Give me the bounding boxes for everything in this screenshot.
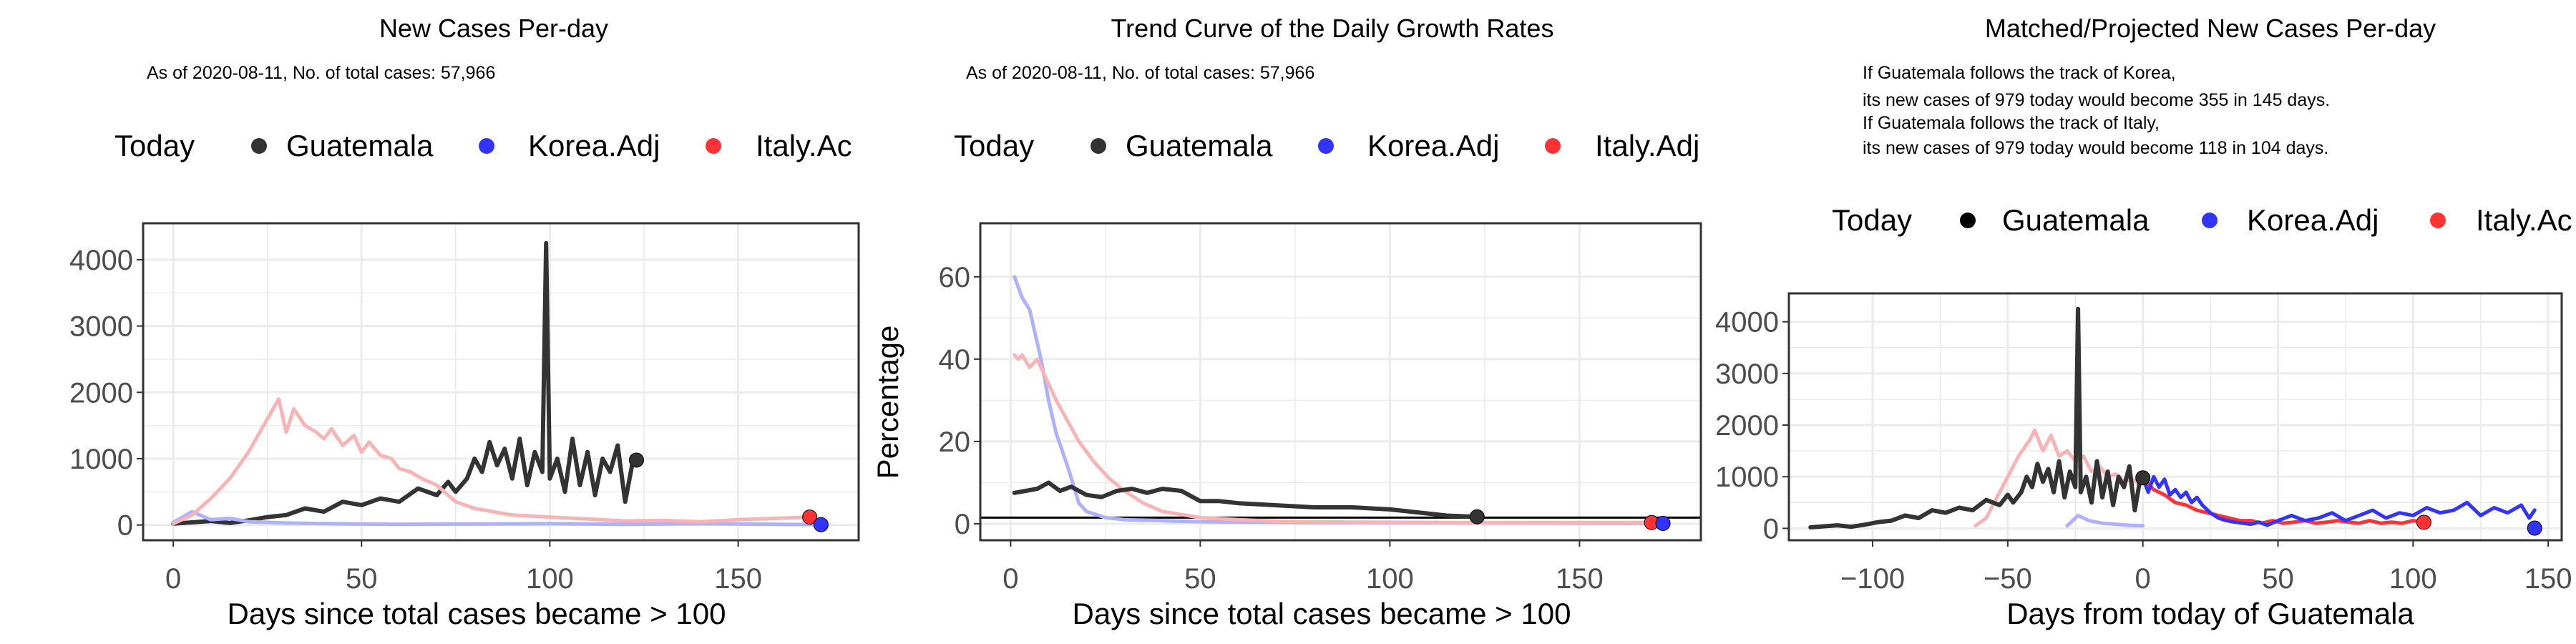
- x-axis-title: Days since total cases became > 100: [228, 597, 726, 630]
- y-tick-label: 4000: [1715, 307, 1779, 338]
- legend-label-guatemala: Guatemala: [286, 129, 434, 162]
- projected-cases-chart: Matched/Projected New Cases Per-day If G…: [1715, 14, 2572, 630]
- y-tick-label: 1000: [1715, 462, 1779, 493]
- x-axis-title: Days since total cases became > 100: [1073, 597, 1571, 630]
- legend-title: Today: [114, 129, 195, 162]
- growth-rate-chart: Trend Curve of the Daily Growth Rates As…: [871, 14, 1702, 630]
- end-point-korea-adj: [1655, 515, 1671, 531]
- legend-key-guatemala: [1960, 213, 1976, 228]
- x-tick-label: 50: [1184, 563, 1216, 595]
- legend-label-italy: Italy.Ac: [756, 129, 852, 162]
- plot-border: [1787, 292, 2563, 542]
- legend: Today Guatemala Korea.Adj Italy.Adj: [954, 129, 1699, 162]
- y-tick-label: 0: [1763, 513, 1779, 545]
- annotation-line: its new cases of 979 today would become …: [1863, 90, 2330, 110]
- y-tick-label: 3000: [1715, 358, 1779, 390]
- end-point-italy-adj: [802, 509, 818, 525]
- legend-label-korea: Korea.Adj: [2247, 203, 2379, 237]
- x-axis-title: Days from today of Guatemala: [2006, 597, 2414, 630]
- plot-background: [1789, 293, 2562, 540]
- series-line-guatemala: [171, 240, 639, 526]
- y-axis-title: Percentage: [871, 326, 904, 479]
- end-point-guatemala: [1469, 509, 1485, 525]
- series-line-korea-adj-projected: [2141, 474, 2537, 527]
- y-tick-label: 1000: [69, 444, 133, 475]
- legend-label-italy: Italy.Adj: [1595, 129, 1699, 162]
- plot-area: [1789, 293, 2562, 540]
- plot-background: [980, 223, 1701, 540]
- new-cases-chart: New Cases Per-day As of 2020-08-11, No. …: [69, 14, 860, 630]
- legend: Today Guatemala Korea.Adj Italy.Ac: [1832, 203, 2572, 237]
- x-tick-label: 50: [2262, 563, 2294, 595]
- annotation-line: If Guatemala follows the track of Italy,: [1863, 113, 2160, 133]
- legend-label-korea: Korea.Adj: [1367, 129, 1499, 162]
- y-tick-label: 60: [939, 262, 971, 293]
- y-tick-label: 40: [939, 344, 971, 376]
- legend-label-korea: Korea.Adj: [528, 129, 660, 162]
- chart-title: Matched/Projected New Cases Per-day: [1985, 14, 2436, 43]
- plot-area: [980, 223, 1701, 540]
- legend-key-korea: [479, 138, 494, 154]
- legend-key-guatemala: [251, 138, 267, 154]
- end-point-guatemala: [628, 452, 644, 468]
- legend-key-guatemala: [1091, 138, 1106, 154]
- x-tick-label: 150: [1556, 563, 1604, 595]
- legend-key-italy: [706, 138, 721, 154]
- chart-subtitle: As of 2020-08-11, No. of total cases: 57…: [147, 63, 495, 83]
- legend: Today Guatemala Korea.Adj Italy.Ac: [114, 129, 852, 162]
- chart-title: Trend Curve of the Daily Growth Rates: [1111, 14, 1554, 43]
- chart-title: New Cases Per-day: [379, 14, 608, 43]
- x-tick-label: 0: [1002, 563, 1018, 595]
- x-tick-label: 0: [2135, 563, 2151, 595]
- x-tick-label: −100: [1840, 563, 1905, 595]
- x-tick-label: 0: [165, 563, 181, 595]
- legend-label-guatemala: Guatemala: [1126, 129, 1273, 162]
- legend-title: Today: [1832, 203, 1912, 237]
- series-line-korea-adj: [171, 509, 823, 527]
- legend-key-italy: [2430, 213, 2446, 228]
- y-tick-label: 3000: [69, 311, 133, 343]
- x-tick-label: 100: [1366, 563, 1414, 595]
- x-tick-label: 150: [2524, 563, 2572, 595]
- y-tick-label: 0: [955, 509, 970, 540]
- x-tick-label: 50: [346, 563, 378, 595]
- end-point-korea-adj: [2527, 520, 2542, 536]
- annotation-line: its new cases of 979 today would become …: [1863, 138, 2328, 158]
- legend-label-italy: Italy.Ac: [2476, 203, 2572, 237]
- series-line-italy-adj: [1013, 353, 1654, 525]
- y-tick-label: 4000: [69, 245, 133, 276]
- annotation-text: If Guatemala follows the track of Korea,…: [1863, 63, 2330, 158]
- y-tick-label: 2000: [69, 377, 133, 409]
- plot-background: [143, 223, 859, 540]
- x-tick-label: −50: [1984, 563, 2032, 595]
- end-point-korea-adj: [813, 517, 829, 532]
- x-tick-label: 100: [2389, 563, 2437, 595]
- plot-border: [142, 222, 860, 542]
- end-point-italy-adj: [2416, 514, 2431, 530]
- legend-title: Today: [954, 129, 1034, 162]
- series-line-korea-adj-history: [2065, 513, 2145, 528]
- plot-area: [143, 223, 859, 540]
- plot-border: [979, 222, 1702, 542]
- chart-subtitle: As of 2020-08-11, No. of total cases: 57…: [966, 63, 1314, 83]
- legend-key-italy: [1545, 138, 1561, 154]
- x-tick-label: 150: [714, 563, 762, 595]
- legend-label-guatemala: Guatemala: [2002, 203, 2150, 237]
- y-tick-label: 0: [117, 510, 133, 542]
- series-line-italy-adj-projected: [2141, 476, 2426, 525]
- series-line-guatemala: [1012, 480, 1480, 519]
- end-point-guatemala: [2135, 470, 2151, 486]
- y-tick-label: 2000: [1715, 410, 1779, 441]
- x-tick-label: 100: [526, 563, 574, 595]
- y-tick-label: 20: [939, 426, 971, 458]
- legend-key-korea: [2202, 213, 2218, 228]
- annotation-line: If Guatemala follows the track of Korea,: [1863, 63, 2176, 83]
- series-line-italy-adj: [171, 397, 812, 526]
- series-line-guatemala: [1808, 306, 2145, 530]
- legend-key-korea: [1318, 138, 1334, 154]
